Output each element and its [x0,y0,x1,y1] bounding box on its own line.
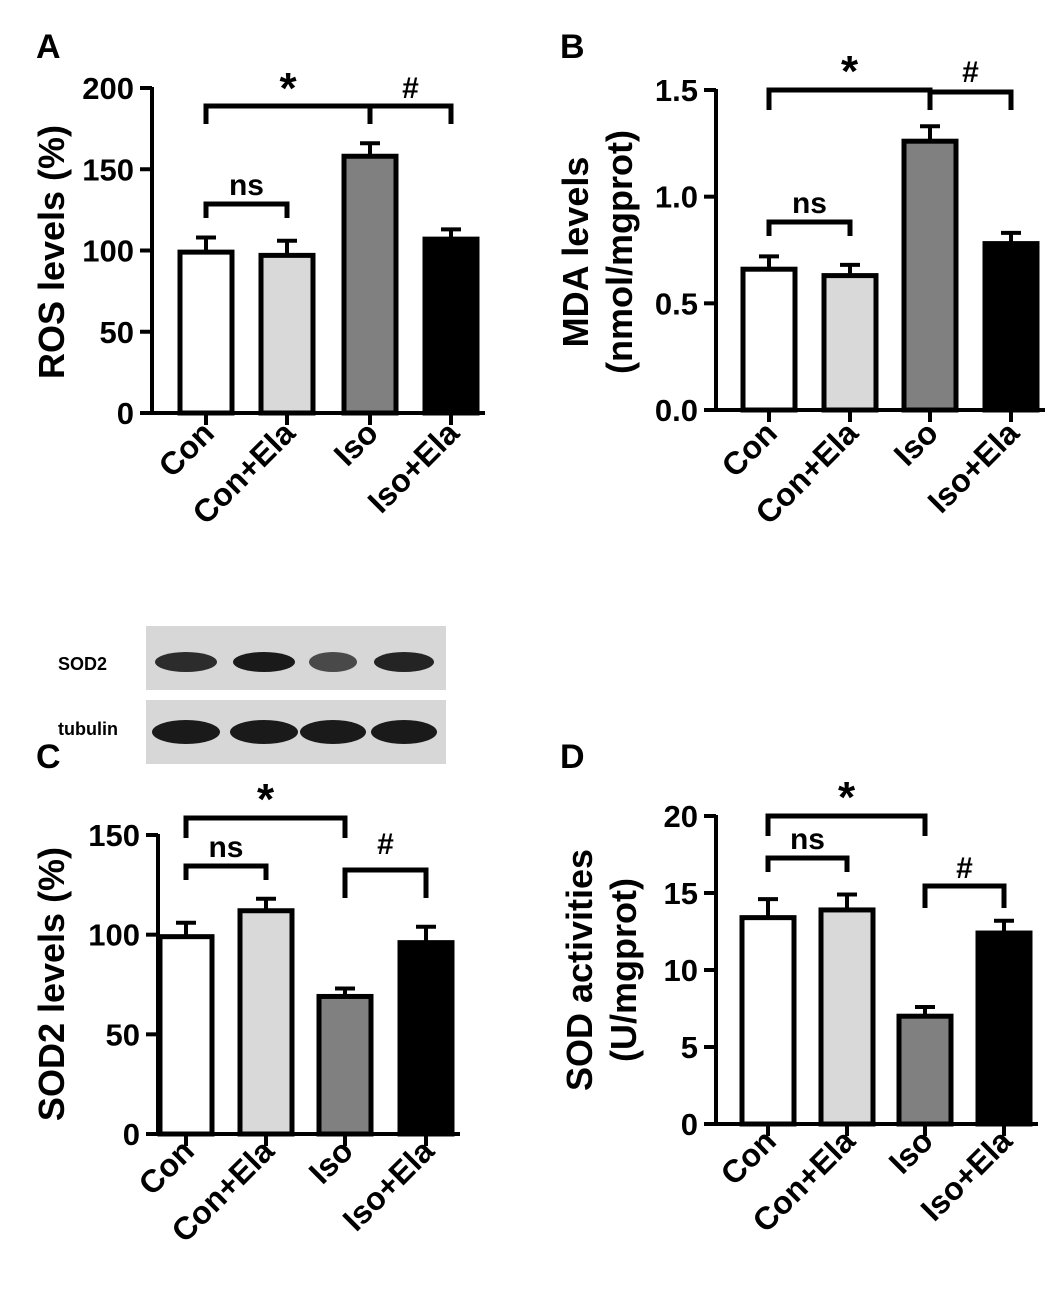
y-tick-label: 0.5 [655,286,698,321]
bar [901,138,959,413]
significance-label: * [841,47,859,96]
bar [818,907,876,1127]
category-label: Iso+Ela [361,414,466,519]
significance-bracket [342,867,429,898]
category-label: Iso [887,414,945,472]
y-axis-label: MDA levels(nmol/mgprot) [555,130,640,374]
category-label: Con [132,1132,201,1201]
bar [896,1013,954,1127]
significance-bracket [765,813,928,836]
y-axis-label: SOD2 levels (%) [31,847,72,1121]
bar [237,908,295,1137]
y-axis-label-line: ROS levels (%) [31,125,72,379]
y-tick-label: 5 [681,1030,698,1065]
significance-label: ns [229,169,264,202]
bar [316,993,374,1137]
blot-band [371,720,437,744]
significance-bracket [183,815,348,838]
panel-letter: B [560,28,585,66]
y-tick-label: 10 [664,953,698,988]
blot-band [155,652,217,672]
blot-band [300,720,366,744]
significance-bracket [927,89,1014,110]
bar [341,153,399,416]
significance-bracket [922,883,1007,908]
category-label: Iso [327,414,385,472]
y-tick-label: 150 [88,818,140,853]
significance-label: * [279,64,297,113]
y-tick-label: 200 [82,71,134,106]
y-tick-label: 0 [117,396,134,431]
significance-label: # [377,828,394,861]
bar [821,273,879,413]
category-label: Con [714,1122,783,1191]
y-axis-label: SOD activities(U/mgprot) [559,849,644,1091]
significance-bracket [367,103,454,124]
bar [177,249,235,416]
panel-letter: D [560,738,585,776]
y-axis-label-line: (nmol/mgprot) [599,130,640,374]
blot-band [152,720,220,744]
y-axis-label: ROS levels (%) [31,125,72,379]
bar [740,266,798,413]
bar [422,236,480,416]
y-tick-label: 100 [88,918,140,953]
significance-bracket [183,863,269,880]
y-tick-label: 150 [82,152,134,187]
significance-label: ns [790,823,825,856]
blot-label-tubulin: tubulin [58,719,118,739]
bar [739,915,797,1127]
category-label: Iso+Ela [921,414,1026,519]
significance-label: # [956,852,973,885]
y-tick-label: 50 [100,315,134,350]
y-tick-label: 20 [664,799,698,834]
bar [397,940,455,1137]
significance-label: ns [208,831,243,864]
category-label: Con [715,414,784,483]
significance-label: ns [792,187,827,220]
blot-band [309,652,357,672]
significance-bracket [765,855,850,872]
y-axis-label-line: SOD2 levels (%) [31,847,72,1121]
blot-label-sod2: SOD2 [58,654,107,674]
category-label: Iso [882,1122,940,1180]
western-blot: SOD2 tubulin [58,626,446,764]
y-tick-label: 0 [123,1117,140,1152]
significance-label: # [402,72,419,105]
bar [157,934,215,1137]
blot-band [230,720,298,744]
bar [982,241,1040,413]
significance-bracket [766,219,853,236]
category-label: Con [152,414,221,483]
panel-letter: A [36,28,61,66]
category-label: Iso+Ela [336,1132,441,1237]
panel-letter: C [36,738,61,776]
category-label: Iso [302,1132,360,1190]
blot-band [374,652,434,672]
y-tick-label: 0.0 [655,393,698,428]
significance-bracket [203,201,290,218]
y-axis-label-line: (U/mgprot) [603,878,644,1062]
y-axis-label-line: SOD activities [559,849,600,1091]
y-tick-label: 100 [82,234,134,269]
bar [258,252,316,416]
y-tick-label: 1.5 [655,73,698,108]
y-axis-label-line: MDA levels [555,157,596,348]
y-tick-label: 50 [106,1017,140,1052]
significance-label: * [257,775,275,824]
significance-label: # [962,56,979,89]
y-tick-label: 0 [681,1107,698,1142]
y-tick-label: 1.0 [655,180,698,215]
y-tick-label: 15 [664,876,698,911]
significance-label: * [838,773,856,822]
blot-band [233,652,295,672]
bar [975,930,1033,1127]
